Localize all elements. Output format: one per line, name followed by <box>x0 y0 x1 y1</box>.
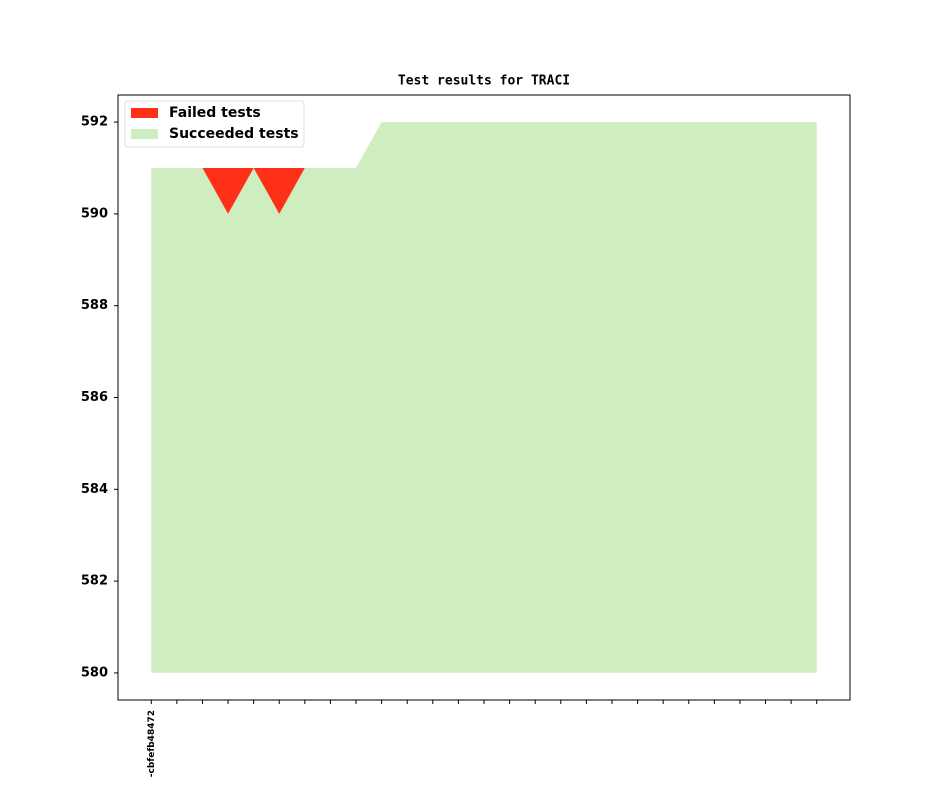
y-tick-label: 590 <box>81 206 108 221</box>
legend-label: Failed tests <box>169 105 261 121</box>
legend-label: Succeeded tests <box>169 126 299 142</box>
legend-swatch <box>131 108 158 118</box>
y-tick-label: 586 <box>81 390 108 405</box>
y-tick-label: 584 <box>81 482 108 497</box>
x-tick-label: -cbfefb48472 <box>147 710 157 777</box>
failed-area <box>151 122 817 214</box>
chart-title: Test results for TRACI <box>398 74 570 89</box>
y-tick-label: 580 <box>81 665 108 680</box>
y-tick-label: 592 <box>81 115 108 130</box>
legend-swatch <box>131 129 158 139</box>
legend: Failed tests Succeeded tests <box>124 100 305 148</box>
legend-box <box>124 100 305 148</box>
succeeded-area <box>151 122 817 673</box>
y-tick-label: 588 <box>81 298 108 313</box>
y-tick-label: 582 <box>81 574 108 589</box>
